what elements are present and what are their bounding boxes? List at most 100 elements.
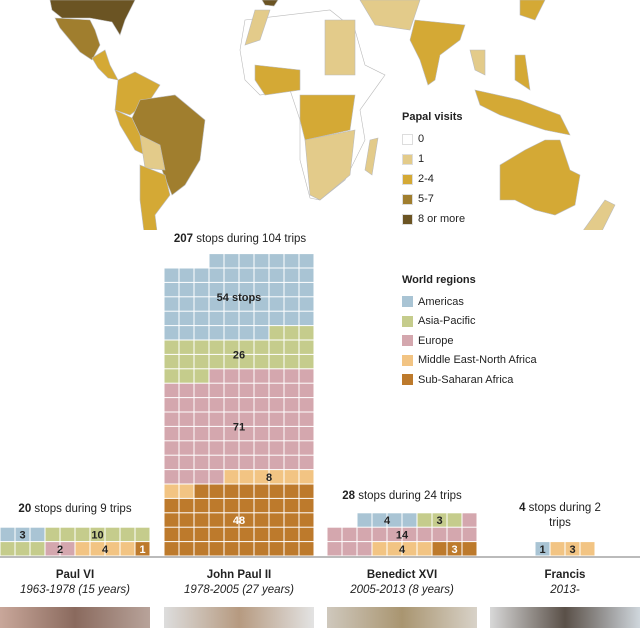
waffle-cell — [299, 340, 314, 354]
waffle-cell — [269, 484, 284, 498]
legend-swatch — [402, 193, 413, 205]
waffle-cell — [284, 282, 299, 297]
waffle-cell — [239, 498, 254, 513]
waffle-cell — [432, 542, 447, 556]
waffle-cell — [164, 412, 179, 426]
waffle-cell — [269, 498, 284, 513]
waffle-cell — [224, 354, 239, 369]
waffle-cell — [239, 455, 254, 470]
map-legend-item: 1 — [402, 149, 465, 169]
map-philippines — [514, 54, 531, 91]
waffle-cell — [239, 282, 254, 297]
waffle-cell — [299, 383, 314, 398]
waffle-cell — [254, 282, 269, 297]
map-madagascar — [364, 137, 379, 176]
waffle-value-label: 4 — [102, 544, 109, 556]
waffle-cell — [209, 398, 224, 412]
waffle-cell — [90, 542, 105, 556]
waffle-cell — [224, 527, 239, 542]
waffle-cell — [194, 498, 209, 513]
waffle-cell — [179, 527, 194, 542]
waffle-cell — [299, 254, 314, 268]
legend-label: Sub-Saharan Africa — [418, 373, 514, 386]
map-indonesia — [474, 89, 571, 136]
waffle-cell — [299, 527, 314, 542]
waffle-cell — [239, 542, 254, 556]
waffle-cell — [194, 542, 209, 556]
waffle-cell — [60, 527, 75, 542]
waffle-cell — [224, 369, 239, 383]
legend-label: 1 — [418, 153, 425, 165]
legend-label: Asia-Pacific — [418, 315, 476, 328]
legend-label: Middle East-North Africa — [418, 354, 537, 367]
waffle-paul-vi: 1 4 2 10 3 — [0, 527, 150, 556]
waffle-cell — [209, 441, 224, 455]
waffle-cell — [179, 484, 194, 498]
waffle-cell — [327, 527, 342, 542]
waffle-cell — [387, 513, 402, 527]
waffle-value-label: 2 — [57, 544, 63, 556]
pope-benedict-xvi: Benedict XVI 2005-2013 (8 years) — [350, 569, 454, 596]
waffle-cell — [284, 254, 299, 268]
legend-label: 2-4 — [418, 173, 434, 185]
waffle-cell — [164, 441, 179, 455]
waffle-cell — [60, 542, 75, 556]
waffle-value-label: 4 — [399, 544, 406, 556]
waffle-cell — [269, 311, 284, 326]
waffle-value-label: 1 — [539, 544, 545, 556]
map-egypt-sudan — [324, 19, 356, 76]
waffle-cell — [45, 542, 60, 556]
waffle-cell — [372, 513, 387, 527]
waffle-cell — [179, 268, 194, 282]
waffle-cell — [299, 426, 314, 441]
caption-paul-vi: 20 stops during 9 trips — [18, 503, 132, 515]
waffle-cell — [105, 527, 120, 542]
photo-paul-vi — [0, 607, 150, 628]
waffle-cell — [269, 513, 284, 527]
waffle-cell — [179, 326, 194, 340]
waffle-value-label: 54 stops — [217, 292, 262, 304]
waffle-cell — [224, 455, 239, 470]
waffle-cell — [224, 311, 239, 326]
waffle-cell — [254, 311, 269, 326]
waffle-cell — [299, 484, 314, 498]
region-legend-item: Americas — [402, 292, 537, 312]
map-legend-item: 2-4 — [402, 169, 465, 189]
waffle-cell — [179, 354, 194, 369]
waffle-cell — [254, 484, 269, 498]
waffle-cell — [239, 268, 254, 282]
waffle-cell — [299, 326, 314, 340]
waffle-cell — [299, 470, 314, 484]
waffle-cell — [164, 542, 179, 556]
waffle-cell — [284, 297, 299, 311]
waffle-cell — [209, 383, 224, 398]
waffle-cell — [179, 340, 194, 354]
map-europe — [261, 0, 279, 7]
waffle-cell — [194, 297, 209, 311]
waffle-cell — [284, 441, 299, 455]
waffle-cell — [239, 426, 254, 441]
waffle-cell — [299, 542, 314, 556]
waffle-cell — [387, 542, 402, 556]
waffle-cell — [299, 455, 314, 470]
waffle-cell — [179, 412, 194, 426]
waffle-cell — [299, 398, 314, 412]
waffle-cell — [402, 513, 417, 527]
waffle-cell — [254, 383, 269, 398]
waffle-cell — [299, 311, 314, 326]
waffle-cell — [164, 455, 179, 470]
waffle-value-label: 8 — [266, 472, 272, 484]
map-argentina-chile — [139, 164, 171, 230]
waffle-cell — [179, 369, 194, 383]
waffle-cell — [164, 297, 179, 311]
regions-legend: World regions Americas Asia-Pacific Europe… — [402, 274, 537, 390]
waffle-cell — [269, 542, 284, 556]
waffle-cell — [179, 513, 194, 527]
waffle-cell — [194, 470, 209, 484]
waffle-cell — [209, 268, 224, 282]
waffle-cell — [239, 340, 254, 354]
waffle-cell — [269, 268, 284, 282]
waffle-cell — [284, 398, 299, 412]
waffle-cell — [254, 369, 269, 383]
